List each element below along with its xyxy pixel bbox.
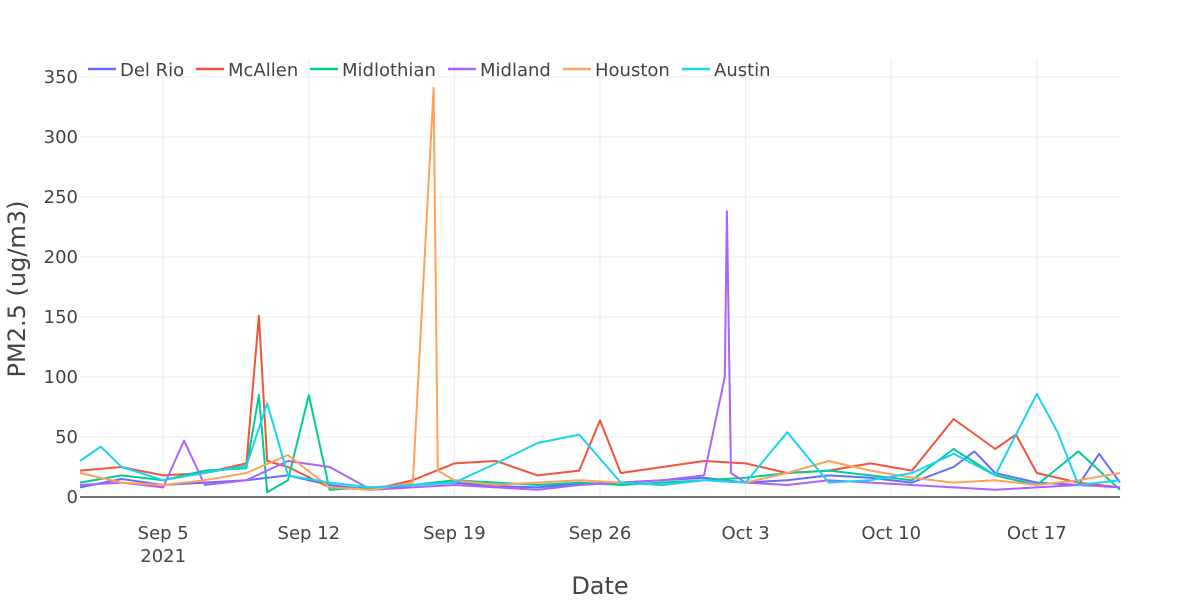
legend-label: Midlothian bbox=[342, 60, 436, 81]
y-tick-label: 250 bbox=[44, 187, 78, 208]
series-layer bbox=[79, 86, 1121, 494]
y-tick-label: 350 bbox=[44, 67, 78, 88]
legend-label: Del Rio bbox=[120, 60, 184, 81]
legend-item-midland[interactable]: Midland bbox=[448, 60, 551, 81]
y-tick-label: 0 bbox=[67, 487, 78, 508]
x-tick-label: Oct 3 bbox=[721, 523, 769, 544]
x-tick-label: Oct 17 bbox=[1007, 523, 1067, 544]
x-tick-label: Sep 19 bbox=[423, 523, 486, 544]
series-line-midlothian[interactable] bbox=[79, 394, 1121, 494]
legend-item-mcallen[interactable]: McAllen bbox=[196, 60, 298, 81]
y-tick-label: 200 bbox=[44, 247, 78, 268]
x-tick-label: Sep 5 bbox=[138, 523, 189, 544]
legend-item-del-rio[interactable]: Del Rio bbox=[88, 60, 184, 81]
legend-item-austin[interactable]: Austin bbox=[682, 60, 771, 81]
legend-item-houston[interactable]: Houston bbox=[563, 60, 670, 81]
legend-label: Houston bbox=[595, 60, 670, 81]
y-tick-label: 150 bbox=[44, 307, 78, 328]
series-line-austin[interactable] bbox=[79, 392, 1121, 489]
x-tick-label: Sep 26 bbox=[569, 523, 632, 544]
legend-label: Austin bbox=[714, 60, 771, 81]
grid-layer bbox=[80, 60, 1120, 497]
series-line-houston[interactable] bbox=[79, 86, 1121, 491]
y-axis-title: PM2.5 (ug/m3) bbox=[3, 201, 31, 378]
x-tick-sublabel: 2021 bbox=[140, 546, 186, 567]
y-tick-label: 300 bbox=[44, 127, 78, 148]
y-tick-labels: 0 50 100 150 200 250 300 350 bbox=[44, 67, 78, 508]
x-tick-label: Oct 10 bbox=[861, 523, 921, 544]
legend[interactable]: Del Rio McAllen Midlothian Midland Houston Au… bbox=[88, 60, 771, 81]
series-line-midland[interactable] bbox=[79, 210, 1121, 491]
y-tick-label: 50 bbox=[55, 427, 78, 448]
legend-label: McAllen bbox=[228, 60, 298, 81]
y-tick-label: 100 bbox=[44, 367, 78, 388]
legend-item-midlothian[interactable]: Midlothian bbox=[310, 60, 436, 81]
x-tick-label: Sep 12 bbox=[278, 523, 341, 544]
x-axis-title: Date bbox=[571, 572, 628, 600]
legend-label: Midland bbox=[480, 60, 551, 81]
